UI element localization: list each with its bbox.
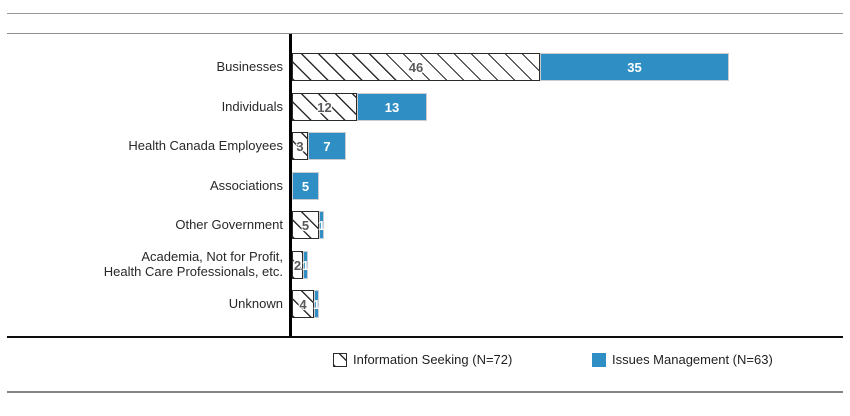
- bar-value-label: 5: [301, 217, 310, 233]
- bar-value-label: 35: [627, 59, 642, 75]
- bar-value-label: 1: [312, 296, 321, 312]
- y-axis-line: [289, 34, 292, 338]
- category-label: Health Canada Employees: [128, 137, 283, 153]
- bar-segment-information-seeking: 4: [292, 290, 314, 318]
- category-label: Academia, Not for Profit, Health Care Pr…: [103, 249, 283, 279]
- category-label: Other Government: [175, 216, 283, 232]
- bar-value-label: 13: [384, 99, 400, 115]
- legend-label-information-seeking: Information Seeking (N=72): [353, 352, 513, 367]
- bar-value-label: 7: [323, 138, 331, 154]
- category-label: Businesses: [216, 58, 283, 74]
- bar-value-label: 1: [317, 217, 326, 233]
- bar-value-label: 1: [301, 257, 310, 273]
- chart-top-rule: [7, 33, 843, 34]
- bar-segment-information-seeking: 3: [292, 132, 308, 160]
- hatched-square-icon: [333, 352, 347, 367]
- bar-segment-issues-management: 7: [308, 132, 346, 160]
- category-label: Individuals: [221, 98, 283, 114]
- bar-segment-issues-management: 1: [312, 290, 321, 318]
- bar-segment-information-seeking: 46: [292, 53, 540, 81]
- category-label: Associations: [210, 177, 283, 193]
- top-rule: [7, 13, 843, 14]
- legend-item-issues-management: Issues Management (N=63): [592, 352, 773, 367]
- chart-baseline-rule: [7, 336, 843, 338]
- bar-segment-issues-management: 5: [292, 172, 319, 200]
- bar-segment-information-seeking: 12: [292, 93, 357, 121]
- bar-segment-information-seeking: 5: [292, 211, 319, 239]
- bar-value-label: 4: [299, 296, 307, 312]
- bar-value-label: 12: [317, 99, 332, 115]
- blue-square-icon: [592, 352, 606, 367]
- legend-label-issues-management: Issues Management (N=63): [612, 352, 773, 367]
- bar-segment-issues-management: 1: [317, 211, 326, 239]
- bar-segment-information-seeking: 2: [292, 251, 303, 279]
- bar-segment-issues-management: 35: [540, 53, 729, 81]
- bar-value-label: 5: [301, 178, 310, 194]
- bar-segment-issues-management: 1: [301, 251, 310, 279]
- bar-value-label: 3: [296, 138, 304, 154]
- bar-value-label: 46: [408, 59, 424, 75]
- footer-rule: [7, 391, 843, 393]
- bar-value-label: 2: [293, 257, 302, 273]
- legend-item-information-seeking: Information Seeking (N=72): [333, 352, 512, 367]
- category-label: Unknown: [228, 295, 283, 311]
- bar-segment-issues-management: 13: [357, 93, 427, 121]
